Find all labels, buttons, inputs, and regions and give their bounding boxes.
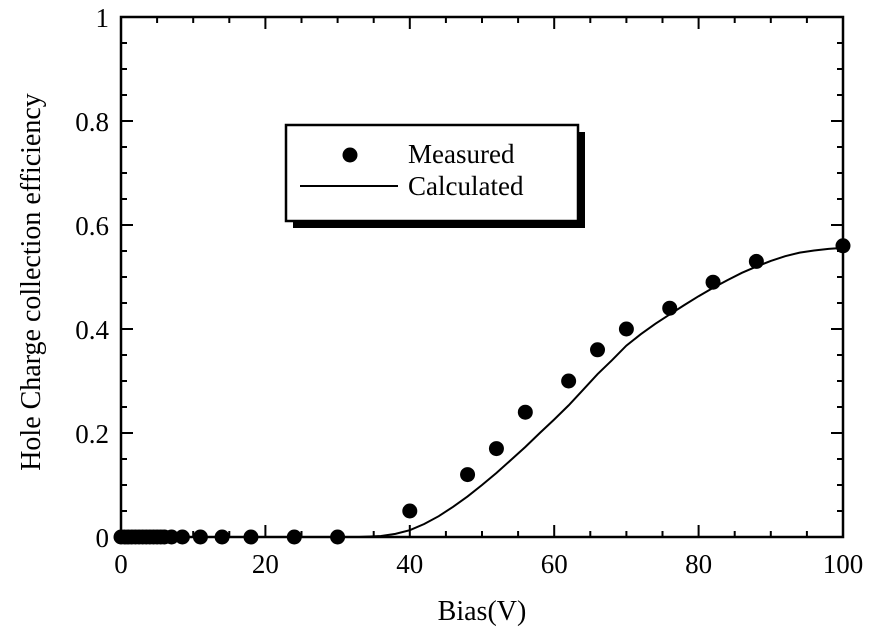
data-point-measured: [835, 238, 851, 254]
data-point-measured: [705, 274, 721, 290]
legend-label-calculated: Calculated: [408, 171, 524, 201]
data-point-measured: [488, 441, 504, 457]
data-point-measured: [517, 404, 533, 420]
data-point-measured: [243, 529, 259, 545]
x-axis-tick-labels: 0 20 40 60 80 100: [114, 549, 863, 579]
data-point-measured: [618, 321, 634, 337]
data-point-measured: [748, 253, 764, 269]
x-tick-label: 20: [252, 549, 279, 579]
legend: Measured Calculated: [284, 123, 585, 228]
y-tick-label: 0: [96, 523, 110, 553]
series-measured-points: [113, 238, 851, 545]
x-axis-title: Bias(V): [438, 596, 527, 627]
data-point-measured: [402, 503, 418, 519]
x-tick-label: 40: [396, 549, 423, 579]
data-point-measured: [174, 529, 190, 545]
y-axis-ticks: [121, 16, 843, 538]
y-axis-tick-labels: 0 0.2 0.4 0.6 0.8 1: [75, 3, 109, 553]
data-point-measured: [561, 373, 577, 389]
x-tick-label: 100: [823, 549, 864, 579]
y-tick-label: 0.6: [75, 211, 109, 241]
y-tick-label: 0.2: [75, 419, 109, 449]
data-point-measured: [214, 529, 230, 545]
data-point-measured: [192, 529, 208, 545]
y-tick-label: 1: [96, 3, 110, 33]
x-tick-label: 0: [114, 549, 128, 579]
legend-box: [284, 123, 580, 223]
y-axis-title: Hole Charge collection efficiency: [16, 93, 47, 471]
data-point-measured: [164, 529, 180, 545]
data-point-measured: [590, 342, 606, 358]
x-tick-label: 60: [541, 549, 568, 579]
data-point-measured: [330, 529, 346, 545]
series-line-calculated: [121, 246, 844, 538]
y-tick-label: 0.4: [75, 315, 109, 345]
legend-marker-measured: [342, 147, 358, 163]
legend-label-measured: Measured: [408, 139, 515, 169]
data-point-measured: [460, 467, 476, 483]
data-point-measured: [662, 300, 678, 316]
x-tick-label: 80: [685, 549, 712, 579]
data-point-measured: [286, 529, 302, 545]
y-tick-label: 0.8: [75, 107, 109, 137]
